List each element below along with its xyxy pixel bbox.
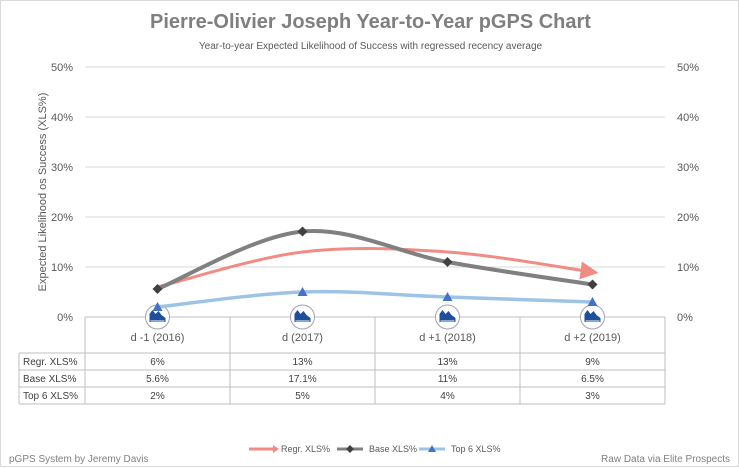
data-point [442,257,453,267]
table-cell: 3% [585,391,600,402]
legend-marker [346,445,354,453]
x-category-label: d (2017) [282,332,323,344]
table-cell: 13% [292,357,312,368]
team-logo-icon [435,304,460,330]
y-tick-label-left: 0% [57,312,73,324]
table-cell: 5% [295,391,310,402]
data-point [297,287,308,296]
table-row-header: Regr. XLS% [23,357,78,368]
table-cell: 2% [150,391,165,402]
y-tick-label-right: 50% [677,62,699,74]
y-tick-label-right: 30% [677,162,699,174]
data-point [152,302,163,311]
y-tick-label-left: 30% [51,162,73,174]
x-category-label: d +1 (2018) [419,332,476,344]
table-cell: 6% [150,357,165,368]
legend-marker [428,445,436,452]
data-point [297,226,308,237]
y-tick-label-left: 50% [51,62,73,74]
table-cell: 11% [438,374,457,385]
x-category-label: d +2 (2019) [564,332,621,344]
data-point [442,292,453,301]
data-point [587,297,598,306]
table-cell: 9% [585,357,600,368]
chart-subtitle: Year-to-year Expected Likelihood of Succ… [198,41,543,52]
legend-label: Base XLS% [369,444,417,454]
series-line [155,289,595,309]
series-line [156,247,599,289]
chart-title: Pierre-Olivier Joseph Year-to-Year pGPS … [150,11,591,33]
table-row-header: Top 6 XLS% [23,391,78,402]
legend-marker [273,445,279,453]
legend-label: Top 6 XLS% [451,444,501,454]
team-logo-icon [290,304,315,330]
data-point [587,279,598,290]
y-tick-label-left: 20% [51,212,73,224]
x-category-label: d -1 (2016) [131,332,185,344]
footer-source: Raw Data via Elite Prospects [601,454,730,465]
y-tick-label-right: 10% [677,262,699,274]
series-line [155,228,595,291]
data-point [152,284,163,294]
table-cell: 4% [440,391,455,402]
table-cell: 6.5% [581,374,604,385]
table-cell: 5.6% [146,374,169,385]
y-tick-label-right: 20% [677,212,699,224]
table-row-header: Base XLS% [23,374,76,385]
y-tick-label-right: 40% [677,112,699,124]
legend-label: Regr. XLS% [281,444,330,454]
table-cell: 17.1% [288,374,316,385]
y-tick-label-left: 10% [51,262,73,274]
table-cell: 13% [437,357,457,368]
team-logo-icon [580,304,605,330]
footer-credit: pGPS System by Jeremy Davis [9,454,149,465]
y-tick-label-right: 0% [677,312,693,324]
y-tick-label-left: 40% [51,112,73,124]
y-axis-title: Expected Likelihood os Success (XLS%) [37,93,49,292]
